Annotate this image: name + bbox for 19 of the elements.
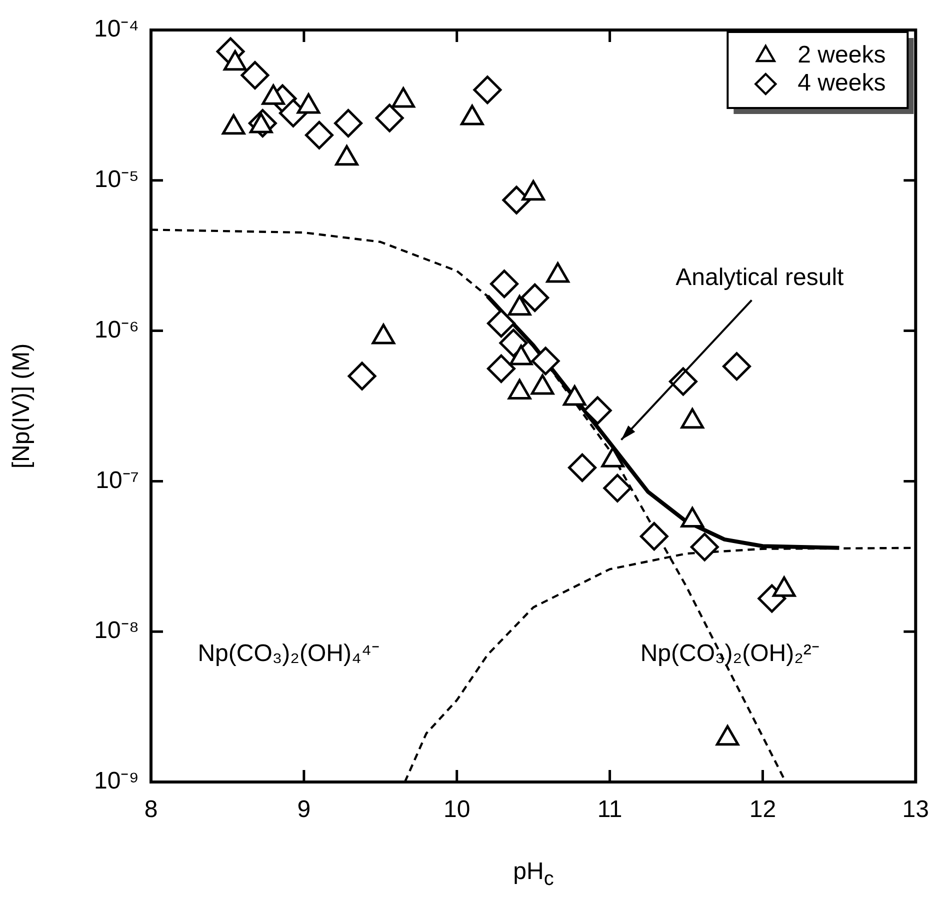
y-tick-label: 10⁻⁷ (96, 466, 139, 494)
y-axis-title: [Np(IV)] (M) (8, 343, 36, 469)
annotation: Np(CO₃)₂(OH)₂²⁻ (640, 640, 820, 667)
x-tick-label: 11 (597, 796, 622, 824)
y-tick-label: 10⁻⁶ (94, 316, 139, 344)
y-tick-label: 10⁻⁹ (94, 768, 139, 795)
x-tick-label: 8 (144, 796, 158, 824)
x-tick-label: 9 (297, 796, 311, 824)
x-tick-label: 10 (444, 796, 470, 824)
legend-label: 2 weeks (798, 42, 886, 69)
legend-label: 4 weeks (798, 70, 886, 97)
y-tick-label: 10⁻⁸ (94, 617, 139, 644)
annotation: Analytical result (676, 264, 844, 291)
y-tick-label: 10⁻⁴ (94, 16, 139, 43)
y-tick-label: 10⁻⁵ (94, 166, 139, 194)
x-tick-label: 13 (902, 796, 930, 824)
x-tick-label: 12 (749, 796, 776, 824)
annotation: Np(CO₃)₂(OH)₄⁴⁻ (198, 640, 380, 667)
x-axis-title: pH$_{c}$ (512, 858, 555, 891)
